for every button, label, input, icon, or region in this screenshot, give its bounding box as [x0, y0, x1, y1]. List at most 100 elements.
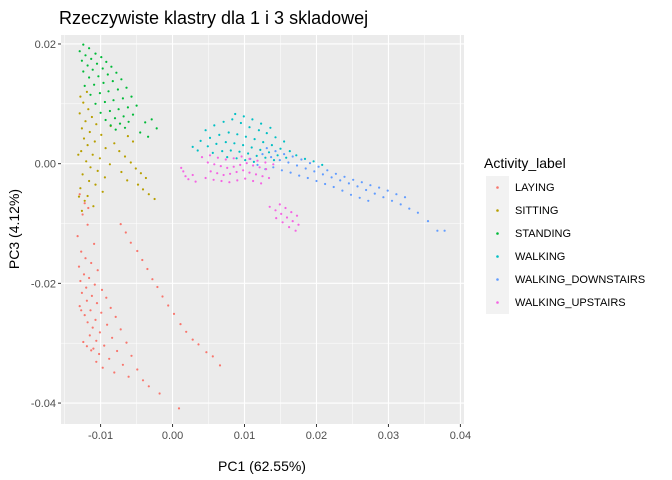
data-point [81, 173, 84, 176]
data-point [356, 185, 359, 188]
data-point [244, 159, 247, 162]
data-point [199, 139, 202, 142]
data-point [111, 336, 114, 339]
data-point [191, 338, 194, 341]
data-point [321, 173, 324, 176]
data-point [86, 64, 89, 67]
data-point [321, 163, 324, 166]
data-point [88, 276, 91, 280]
data-point [232, 165, 235, 168]
data-point [274, 209, 277, 212]
data-point [101, 67, 104, 70]
data-point [139, 131, 142, 134]
data-point [285, 216, 289, 219]
data-point [80, 291, 83, 294]
data-point [118, 122, 122, 125]
data-point [115, 71, 118, 74]
data-point [332, 185, 335, 189]
data-point [108, 357, 111, 360]
data-point [123, 155, 127, 158]
y-tick-label: 0.00 [35, 159, 56, 171]
data-point [211, 151, 214, 154]
data-point [330, 176, 333, 179]
data-point [232, 157, 235, 160]
data-point [147, 385, 150, 388]
data-point [295, 214, 299, 217]
data-point [416, 211, 419, 214]
data-point [295, 164, 299, 167]
data-point [289, 171, 292, 174]
x-tick-label: 0.03 [378, 430, 399, 442]
data-point [94, 318, 97, 321]
legend-swatch [496, 209, 499, 212]
data-point [124, 231, 127, 234]
data-point [436, 229, 439, 232]
series-sitting [77, 90, 156, 212]
data-point [386, 189, 389, 192]
data-point [426, 220, 430, 223]
data-point [227, 131, 230, 134]
data-point [278, 203, 281, 206]
data-point [221, 150, 224, 153]
data-point [304, 167, 307, 170]
data-point [270, 144, 273, 147]
data-point [245, 162, 248, 165]
data-point [146, 267, 149, 271]
data-point [281, 221, 284, 224]
data-point [194, 180, 197, 183]
data-point [93, 83, 96, 86]
data-point [89, 309, 92, 312]
data-point [103, 344, 106, 347]
data-point [191, 145, 194, 148]
data-point [101, 366, 104, 369]
x-tick-label: 0.01 [234, 430, 255, 442]
data-point [265, 147, 268, 150]
data-point [100, 56, 103, 59]
data-point [94, 183, 97, 186]
data-point [308, 162, 312, 165]
data-point [265, 168, 268, 171]
data-point [279, 147, 282, 150]
data-point [80, 309, 83, 312]
data-point [131, 140, 135, 143]
data-point [228, 181, 231, 184]
legend-swatch [496, 232, 499, 235]
data-point [77, 265, 81, 268]
data-point [191, 173, 194, 177]
data-point [313, 170, 316, 173]
data-point [87, 108, 90, 111]
data-point [224, 141, 227, 144]
data-point [82, 43, 85, 46]
data-point [269, 126, 272, 129]
data-point [209, 170, 212, 173]
data-point [79, 187, 82, 190]
data-point [155, 127, 158, 130]
data-point [236, 133, 239, 136]
data-point [283, 153, 286, 156]
data-point [408, 207, 411, 210]
data-point [113, 117, 117, 120]
data-point [103, 100, 106, 104]
data-point [111, 80, 114, 83]
data-point [116, 349, 119, 353]
data-point [125, 341, 128, 344]
data-point [150, 118, 153, 121]
data-point [95, 302, 99, 305]
data-point [77, 195, 81, 198]
data-point [255, 154, 258, 157]
data-point [85, 90, 88, 93]
data-point [267, 151, 271, 154]
data-point [83, 84, 86, 87]
data-point [88, 47, 91, 50]
legend-label: WALKING_DOWNSTAIRS [515, 274, 645, 286]
data-point [93, 140, 96, 143]
data-point [97, 75, 100, 78]
data-point [118, 150, 121, 153]
data-point [395, 193, 398, 196]
data-point [244, 177, 247, 180]
data-point [104, 118, 107, 122]
data-point [378, 186, 381, 189]
data-point [291, 220, 294, 223]
data-point [251, 118, 254, 121]
data-point [90, 57, 93, 61]
